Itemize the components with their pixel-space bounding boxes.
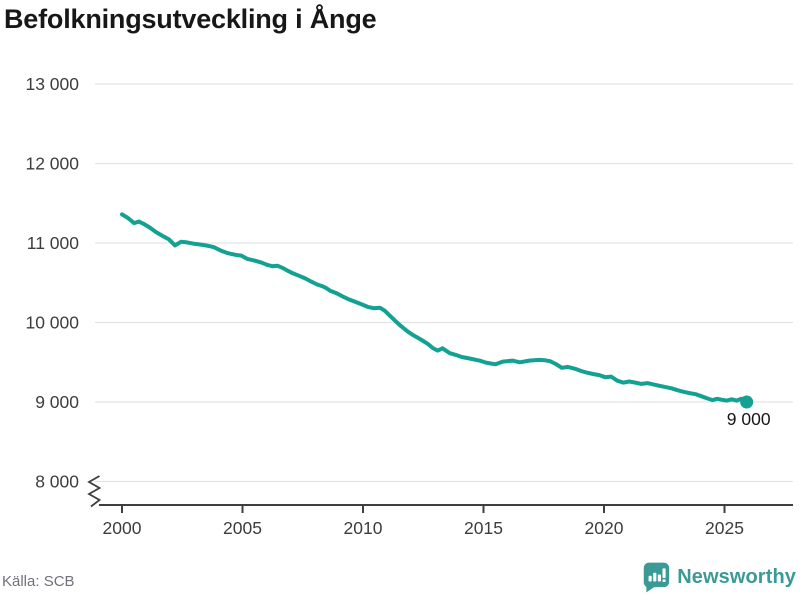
exclamation-dot [662,579,666,583]
population-series-line[interactable] [120,212,749,404]
y-tick-label-10000: 10 000 [25,313,79,333]
y-tick-label-9000: 9 000 [35,392,79,412]
brand-name[interactable]: Newsworthy [677,566,796,588]
x-tick-label-2010: 2010 [344,518,383,538]
end-value-label: 9 000 [727,409,771,429]
x-tick-label-2015: 2015 [464,518,503,538]
bar-1 [648,575,652,582]
y-tick-label-13000: 13 000 [25,74,79,94]
source-note: Källa: SCB [2,573,75,590]
newsworthy-logo-icon [643,562,670,593]
exclamation-bar [662,568,666,578]
y-tick-label-8000: 8 000 [35,472,79,492]
y-tick-label-11000: 11 000 [27,233,79,253]
axis-break-icon [87,475,102,508]
bar-3 [658,574,662,582]
bar-2 [653,572,657,582]
x-tick-label-2005: 2005 [223,518,262,538]
population-line-chart: 13 000 12 000 11 000 10 000 9 000 8 000 2000 20… [25,74,793,538]
y-tick-label-12000: 12 000 [25,154,79,174]
newsworthy-brand[interactable]: Newsworthy [642,561,796,594]
x-tick-label-2025: 2025 [705,518,744,538]
x-tick-label-2000: 2000 [103,518,142,538]
series-end-dot[interactable] [740,395,754,409]
x-tick-label-2020: 2020 [585,518,624,538]
page-title: Befolkningsutveckling i Ånge [4,4,377,34]
